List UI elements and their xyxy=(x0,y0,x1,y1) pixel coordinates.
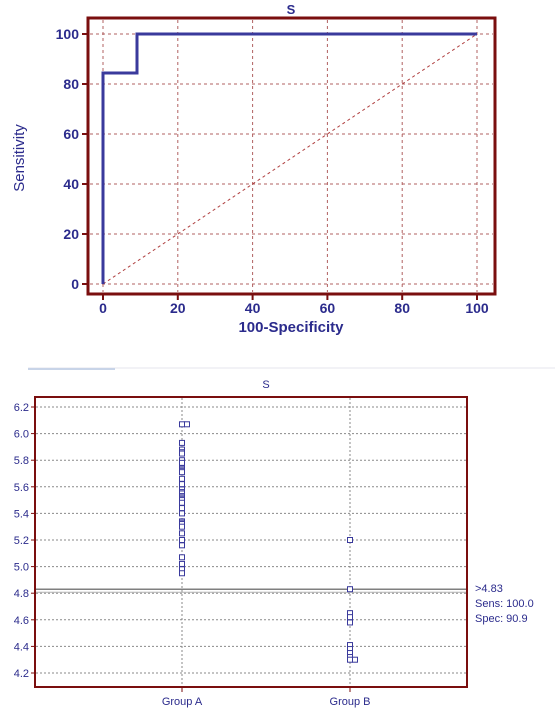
roc-y-tick-label: 60 xyxy=(63,126,79,142)
dot-y-tick-label: 5.4 xyxy=(14,508,29,520)
roc-x-tick-label: 100 xyxy=(465,300,489,316)
roc-x-tick-label: 40 xyxy=(245,300,261,316)
roc-x-tick-label: 0 xyxy=(99,300,107,316)
dot-point xyxy=(347,656,353,663)
dot-y-tick-label: 5.2 xyxy=(14,535,29,547)
roc-y-axis-label: Sensitivity xyxy=(11,124,28,192)
dot-point xyxy=(179,421,185,428)
dot-point xyxy=(179,554,185,561)
dot-point xyxy=(179,499,185,506)
cutoff-annotation-criterion: >4.83 xyxy=(475,583,503,595)
roc-reference-line xyxy=(102,33,478,285)
dot-point xyxy=(179,523,185,530)
dot-categories: Group A Group B xyxy=(162,696,371,708)
dot-y-tick-label: 5.6 xyxy=(14,482,29,494)
dot-point xyxy=(179,450,185,457)
dot-point xyxy=(179,542,185,549)
cutoff-annotation-specificity: Spec: 90.9 xyxy=(475,613,528,625)
dot-point xyxy=(347,537,353,543)
dot-y-tick-label: 6.2 xyxy=(14,402,29,414)
dot-category-label: Group A xyxy=(162,696,203,708)
roc-y-tick-label: 0 xyxy=(71,276,79,292)
roc-plot-area xyxy=(86,16,497,296)
dot-point xyxy=(179,570,185,577)
roc-x-tick-label: 80 xyxy=(394,300,410,316)
dot-y-tick-label: 4.8 xyxy=(14,588,29,600)
roc-y-tick-label: 80 xyxy=(63,76,79,92)
roc-x-tick-label: 60 xyxy=(320,300,336,316)
dot-point xyxy=(179,439,185,446)
dot-point xyxy=(179,481,185,488)
roc-y-tick-label: 20 xyxy=(63,226,79,242)
roc-curve xyxy=(101,32,477,284)
dot-y-tick-label: 5.0 xyxy=(14,562,29,574)
dot-point xyxy=(179,505,185,512)
dot-point xyxy=(347,586,353,593)
dot-title: S xyxy=(262,379,269,391)
roc-ticks: 0 20 40 60 80 100 0 20 40 60 80 100 xyxy=(56,26,489,316)
dot-point xyxy=(179,510,185,517)
dot-y-tick-label: 6.0 xyxy=(14,429,29,441)
dot-y-tick-label: 4.2 xyxy=(14,668,29,680)
roc-y-tick-label: 40 xyxy=(63,176,79,192)
dot-y-tick-label: 5.8 xyxy=(14,455,29,467)
dot-point xyxy=(179,469,185,476)
dot-point xyxy=(347,614,353,621)
dot-y-tick-label: 4.6 xyxy=(14,615,29,627)
dot-point xyxy=(347,619,353,626)
dot-point xyxy=(179,560,185,567)
dot-ticks: 4.2 4.4 4.6 4.8 5.0 5.2 5.4 5.6 5.8 6.0 6.2 xyxy=(14,402,351,692)
dot-point xyxy=(179,530,185,537)
dot-category-label: Group B xyxy=(330,696,371,708)
dot-plot-chart: S 4.2 4.4 4.6 4.8 5.0 5.2 5.4 5.6 5.8 6.0 6.2 Grou… xyxy=(14,367,555,708)
roc-title: S xyxy=(287,2,296,17)
cutoff-annotation-sensitivity: Sens: 100.0 xyxy=(475,598,534,610)
dot-point xyxy=(179,459,185,466)
roc-x-tick-label: 20 xyxy=(170,300,186,316)
roc-y-tick-label: 100 xyxy=(56,26,80,42)
dot-plot-area xyxy=(34,396,468,688)
dot-point xyxy=(179,475,185,482)
dot-point xyxy=(179,537,185,543)
roc-chart: S 100-Specificity Sensitivity 0 20 40 60 80 1… xyxy=(11,2,497,336)
dot-y-tick-label: 4.4 xyxy=(14,641,29,653)
dot-point xyxy=(184,421,190,428)
roc-x-axis-label: 100-Specificity xyxy=(238,319,344,336)
dot-point xyxy=(352,656,358,663)
dot-points xyxy=(179,421,358,663)
